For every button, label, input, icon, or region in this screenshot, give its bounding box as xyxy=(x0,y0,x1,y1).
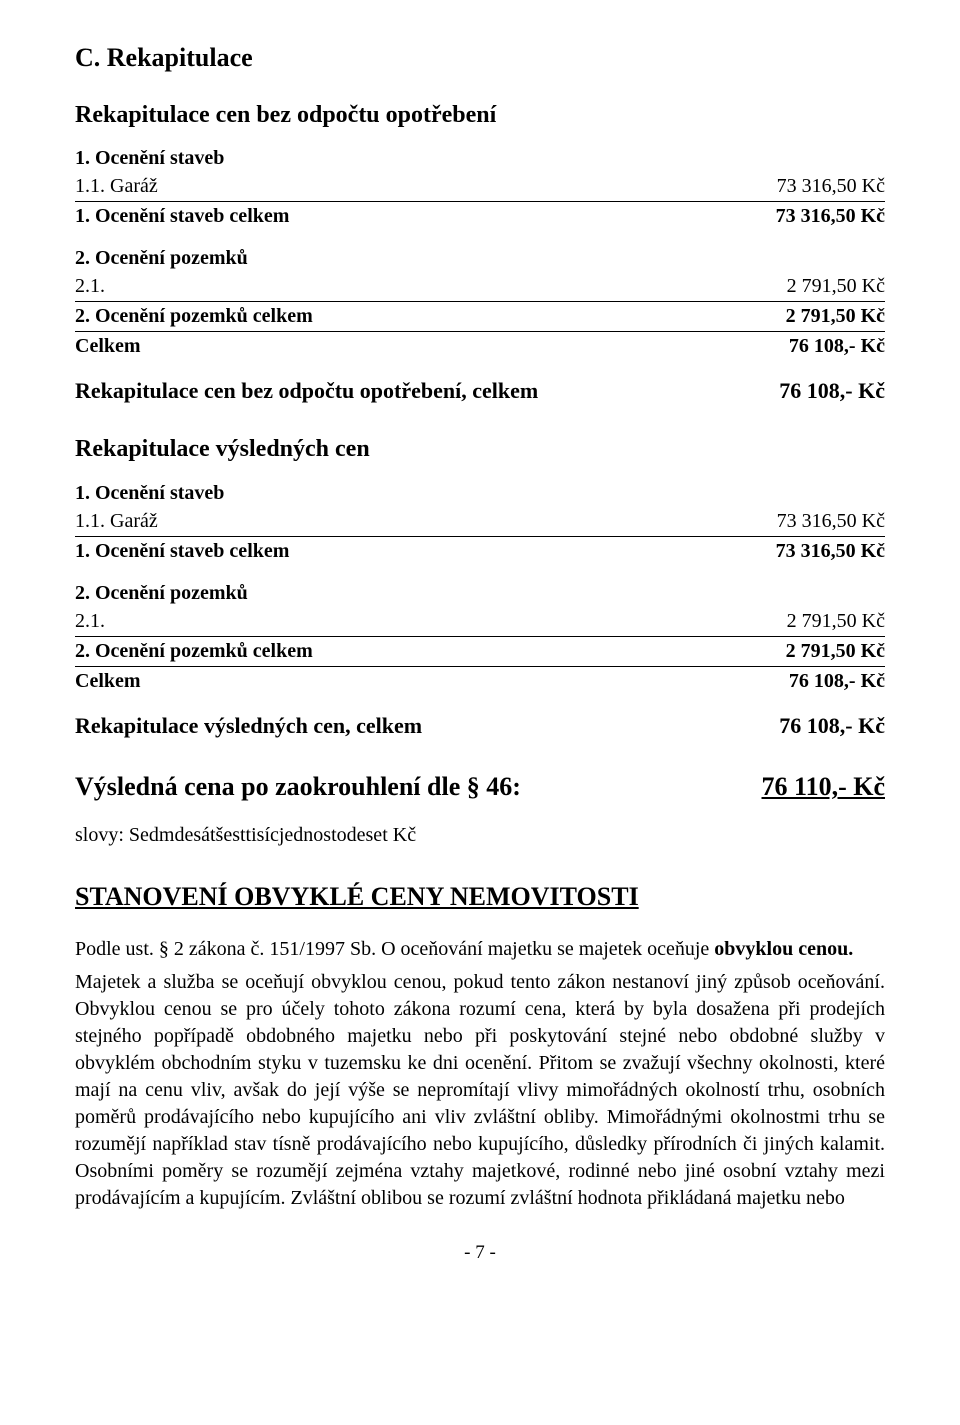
recap2-g1-head: 1. Ocenění staveb xyxy=(75,480,885,507)
recap1-g1-item-label: 1.1. Garáž xyxy=(75,173,757,200)
recap2-g1-sum-label: 1. Ocenění staveb celkem xyxy=(75,538,756,565)
result-label: Výsledná cena po zaokrouhlení dle § 46: xyxy=(75,769,521,804)
recap2-g1-item-value: 73 316,50 Kč xyxy=(757,508,885,535)
recap1-g1-sum-label: 1. Ocenění staveb celkem xyxy=(75,203,756,230)
recap2-overall-value: 76 108,- Kč xyxy=(759,711,885,741)
recap2-total-value: 76 108,- Kč xyxy=(769,668,885,695)
recap2-g1-sum-value: 73 316,50 Kč xyxy=(756,538,885,565)
recap2-total-label: Celkem xyxy=(75,668,769,695)
recap1-g2-item-label: 2.1. xyxy=(75,273,767,300)
para-1: Podle ust. § 2 zákona č. 151/1997 Sb. O … xyxy=(75,936,885,963)
recap2-g2-item-value: 2 791,50 Kč xyxy=(767,608,885,635)
recap1-g1-sum-value: 73 316,50 Kč xyxy=(756,203,885,230)
recap2-title: Rekapitulace výsledných cen xyxy=(75,433,885,465)
para-1-prefix: Podle ust. § 2 zákona č. 151/1997 Sb. O … xyxy=(75,938,714,960)
recap2-g2-sum-value: 2 791,50 Kč xyxy=(766,638,885,665)
recap1-g2-sum-value: 2 791,50 Kč xyxy=(766,303,885,330)
recap1-title: Rekapitulace cen bez odpočtu opotřebení xyxy=(75,99,885,131)
page-number: - 7 - xyxy=(75,1240,885,1266)
recap1-g2-head: 2. Ocenění pozemků xyxy=(75,245,885,272)
recap1-total-value: 76 108,- Kč xyxy=(769,333,885,360)
recap2-g2-item-label: 2.1. xyxy=(75,608,767,635)
result-slovy: slovy: Sedmdesátšesttisícjednostodeset K… xyxy=(75,822,885,849)
recap1-g1-item-value: 73 316,50 Kč xyxy=(757,173,885,200)
recap2-overall-label: Rekapitulace výsledných cen, celkem xyxy=(75,711,759,741)
recap1-g2-item-value: 2 791,50 Kč xyxy=(767,273,885,300)
stanoveni-title: STANOVENÍ OBVYKLÉ CENY NEMOVITOSTI xyxy=(75,879,885,914)
recap1-g2-sum-label: 2. Ocenění pozemků celkem xyxy=(75,303,766,330)
para-2: Majetek a služba se oceňují obvyklou cen… xyxy=(75,969,885,1212)
recap2-g2-head: 2. Ocenění pozemků xyxy=(75,580,885,607)
para-1-bold: obvyklou cenou. xyxy=(714,938,853,960)
section-c-title: C. Rekapitulace xyxy=(75,40,885,75)
recap1-g1-head: 1. Ocenění staveb xyxy=(75,145,885,172)
recap2-g2-sum-label: 2. Ocenění pozemků celkem xyxy=(75,638,766,665)
recap1-overall-label: Rekapitulace cen bez odpočtu opotřebení,… xyxy=(75,376,759,406)
recap1-total-label: Celkem xyxy=(75,333,769,360)
recap2-g1-item-label: 1.1. Garáž xyxy=(75,508,757,535)
result-value: 76 110,- Kč xyxy=(762,769,886,804)
recap1-overall-value: 76 108,- Kč xyxy=(759,376,885,406)
